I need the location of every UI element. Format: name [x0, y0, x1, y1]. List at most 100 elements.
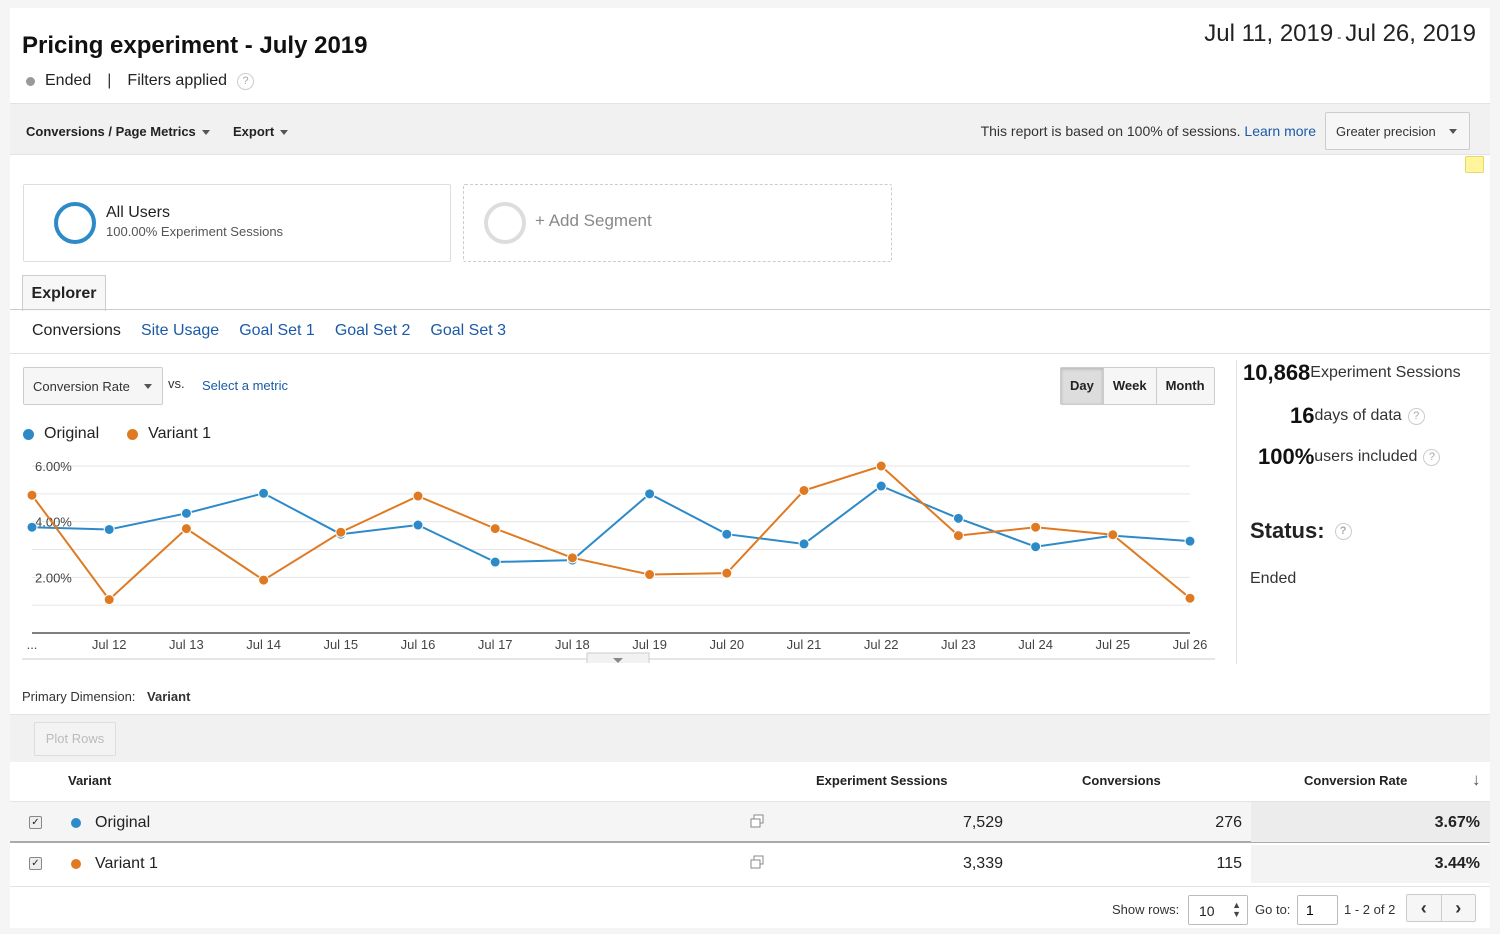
- plot-rows-button[interactable]: Plot Rows: [34, 722, 116, 756]
- date-separator: -: [1337, 30, 1342, 44]
- legend-item-variant-1[interactable]: Variant 1: [127, 425, 211, 443]
- data-point: [26, 489, 38, 501]
- page-title: Pricing experiment - July 2019: [22, 32, 368, 59]
- export-menu-button[interactable]: Export: [233, 124, 289, 139]
- data-point: [1030, 541, 1042, 553]
- data-point: [26, 521, 38, 533]
- sort-desc-icon[interactable]: ↓: [1472, 770, 1481, 789]
- legend-dot-original: [23, 428, 34, 440]
- data-point: [798, 538, 810, 550]
- x-tick-label: Jul 22: [864, 637, 899, 652]
- help-icon[interactable]: ?: [1407, 407, 1425, 425]
- segment-all-users[interactable]: All Users 100.00% Experiment Sessions: [23, 184, 451, 262]
- stat-users-value: 100%: [1258, 444, 1315, 469]
- data-point: [335, 526, 347, 538]
- caret-down-icon: [1449, 129, 1457, 134]
- data-point: [412, 490, 424, 502]
- y-tick-label: 2.00%: [35, 570, 72, 585]
- row-checkbox[interactable]: ✓: [29, 857, 42, 870]
- data-point: [566, 552, 578, 564]
- legend-item-original[interactable]: Original: [23, 425, 99, 443]
- x-tick-label: Jul 23: [941, 637, 976, 652]
- vs-label: vs.: [168, 376, 185, 391]
- stat-sessions: 10,868 Experiment Sessions: [1243, 360, 1461, 386]
- stat-users-label: users included: [1314, 448, 1418, 465]
- metric-dropdown[interactable]: Conversion Rate: [23, 367, 163, 405]
- subtab-goal-set-2[interactable]: Goal Set 2: [334, 322, 411, 339]
- learn-more-link[interactable]: Learn more: [1244, 123, 1316, 139]
- primary-dimension-value[interactable]: Variant: [147, 689, 191, 704]
- export-menu-label: Export: [233, 124, 275, 139]
- row-color-dot: [71, 818, 81, 828]
- x-tick-label: Jul 19: [632, 637, 667, 652]
- date-end: Jul 26, 2019: [1345, 20, 1476, 47]
- data-point: [258, 574, 270, 586]
- x-tick-label: Jul 20: [709, 637, 744, 652]
- data-point: [180, 523, 192, 535]
- help-icon[interactable]: ?: [237, 72, 255, 90]
- data-point: [1107, 529, 1119, 541]
- segment-subtitle: 100.00% Experiment Sessions: [106, 224, 284, 239]
- next-page-button[interactable]: ›: [1455, 898, 1462, 918]
- stat-users: 100% users included ?: [1258, 444, 1441, 470]
- sampling-note-text: This report is based on 100% of sessions…: [980, 123, 1241, 139]
- row-sessions: 7,529: [962, 814, 1003, 831]
- report-menu-button[interactable]: Conversions / Page Metrics: [26, 124, 210, 139]
- stat-days-value: 16: [1290, 403, 1315, 428]
- date-start: Jul 11, 2019: [1204, 20, 1334, 47]
- tab-explorer[interactable]: Explorer: [22, 275, 106, 311]
- compare-icon[interactable]: [750, 814, 764, 828]
- granularity-day-button[interactable]: Day: [1061, 368, 1104, 404]
- help-icon[interactable]: ?: [1334, 522, 1352, 540]
- stepper-icon: ▲ ▼: [1232, 900, 1241, 919]
- column-header-conversion-rate[interactable]: Conversion Rate: [1304, 773, 1408, 788]
- column-header-conversions[interactable]: Conversions: [1082, 773, 1161, 788]
- row-variant-name: Original: [95, 814, 151, 831]
- show-rows-select[interactable]: 10 ▲ ▼: [1188, 895, 1248, 925]
- column-header-variant[interactable]: Variant: [68, 773, 112, 788]
- data-point: [412, 519, 424, 531]
- y-tick-label: 4.00%: [35, 515, 72, 530]
- metric-label: Conversion Rate: [33, 379, 130, 394]
- select-metric-link[interactable]: Select a metric: [202, 378, 288, 393]
- precision-label: Greater precision: [1336, 124, 1436, 139]
- data-point: [180, 507, 192, 519]
- row-conversions: 276: [1215, 814, 1242, 831]
- segment-circle-icon: [54, 202, 96, 244]
- chart-divider: [10, 353, 1490, 354]
- show-rows-label: Show rows:: [1112, 902, 1180, 917]
- goto-page-input[interactable]: [1297, 895, 1338, 925]
- precision-dropdown[interactable]: Greater precision: [1325, 112, 1470, 150]
- x-tick-label: Jul 14: [246, 637, 281, 652]
- conversion-rate-line-chart: 6.00% 4.00% 2.00%... Jul 12 Jul 13 Jul 14 Jul …: [22, 459, 1215, 663]
- empty-segment-circle-icon: [484, 202, 526, 244]
- compare-icon[interactable]: [750, 855, 764, 869]
- x-tick-label: Jul 15: [323, 637, 358, 652]
- date-range[interactable]: Jul 11, 2019- Jul 26, 2019: [1204, 20, 1476, 48]
- prev-page-button[interactable]: ‹: [1407, 895, 1442, 921]
- add-segment-button[interactable]: + Add Segment: [463, 184, 892, 262]
- subtab-site-usage[interactable]: Site Usage: [140, 322, 220, 339]
- stat-days: 16 days of data ?: [1290, 403, 1425, 429]
- legend-label-original: Original: [44, 425, 100, 442]
- status-value: Ended: [1250, 570, 1297, 587]
- data-point: [798, 484, 810, 496]
- column-header-sessions[interactable]: Experiment Sessions: [816, 773, 948, 788]
- x-tick-label: Jul 17: [478, 637, 513, 652]
- data-point: [952, 530, 964, 542]
- granularity-month-button[interactable]: Month: [1156, 368, 1214, 404]
- table-actions-bar: [10, 714, 1490, 762]
- data-point: [103, 594, 115, 606]
- rate-cell-bg: [1251, 845, 1490, 883]
- caret-down-icon: [144, 384, 152, 389]
- sticky-note-icon[interactable]: [1465, 156, 1484, 173]
- subtab-goal-set-1[interactable]: Goal Set 1: [239, 322, 315, 339]
- help-icon[interactable]: ?: [1423, 448, 1441, 466]
- granularity-week-button[interactable]: Week: [1103, 368, 1157, 404]
- subtab-conversions[interactable]: Conversions: [32, 322, 121, 339]
- row-checkbox[interactable]: ✓: [29, 816, 42, 829]
- data-point: [721, 528, 733, 540]
- data-point: [952, 512, 964, 524]
- subtab-goal-set-3[interactable]: Goal Set 3: [430, 322, 507, 339]
- show-rows-value: 10: [1199, 903, 1215, 919]
